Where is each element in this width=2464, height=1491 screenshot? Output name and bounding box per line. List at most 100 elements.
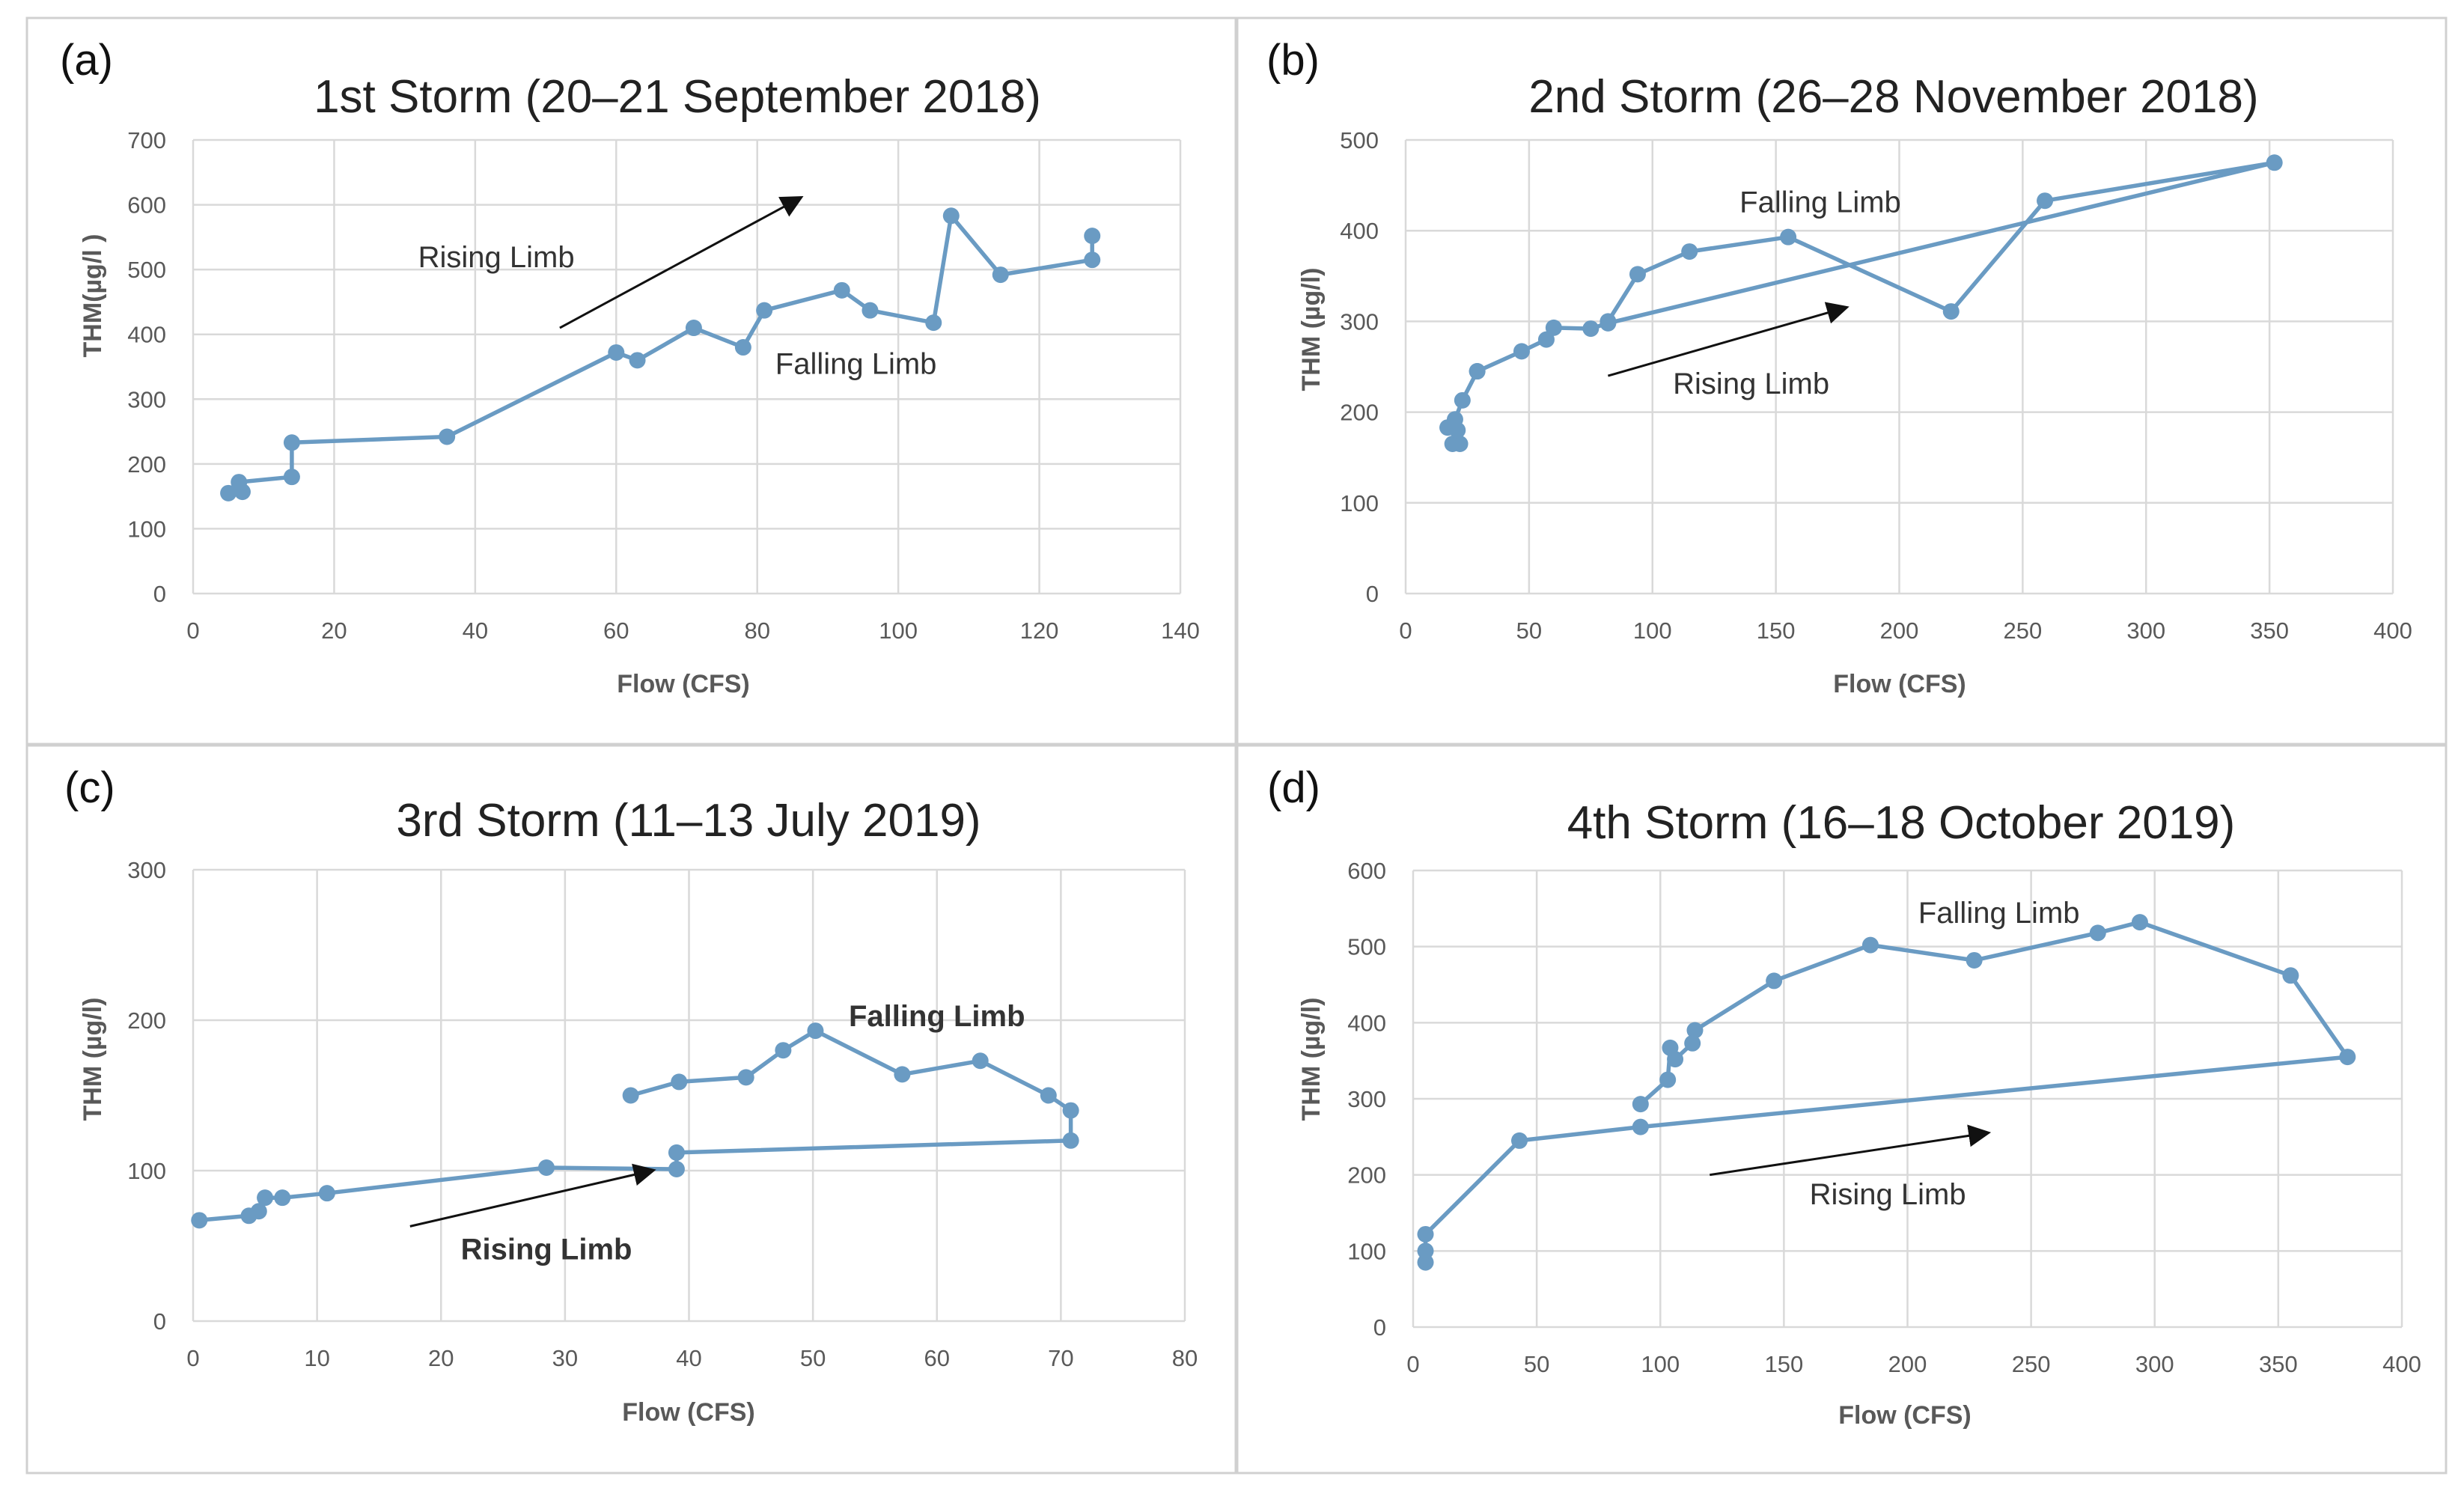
- panel-c-y-ticks: 0 100 200 300: [127, 857, 166, 1335]
- panel-b-y-tick: 200: [1340, 400, 1379, 426]
- panel-a-data-point: [1084, 251, 1101, 269]
- panel-d-data-point: [1861, 936, 1879, 954]
- panel-b-data-point: [1681, 243, 1698, 260]
- panel-c-data-point: [1062, 1132, 1079, 1149]
- panel-c-x-tick: 70: [1048, 1345, 1073, 1371]
- panel-d-data-point: [1511, 1132, 1528, 1149]
- panel-b-data-point: [1600, 313, 1617, 330]
- panel-d-x-tick: 200: [1888, 1351, 1927, 1377]
- panel-d-data-point: [1632, 1118, 1649, 1135]
- panel-c-x-axis-label: Flow (CFS): [622, 1398, 755, 1427]
- panel-a-y-tick: 500: [127, 257, 166, 283]
- panel-c-data-point: [257, 1189, 274, 1207]
- panel-a-data-point: [685, 320, 702, 337]
- panel-a-data-point: [231, 474, 248, 491]
- panel-d-y-axis-label: THM (µg/l): [1297, 998, 1326, 1121]
- panel-b-data-point: [1454, 391, 1471, 409]
- panel-c-x-tick: 80: [1172, 1345, 1198, 1371]
- panel-a-x-tick: 0: [186, 618, 199, 644]
- panel-c-grid: [192, 868, 1186, 1323]
- panel-a-data-point: [734, 339, 751, 356]
- panel-d-direction-arrow: [1710, 1124, 1992, 1177]
- panel-b-x-ticks: 0 50 100 150 200 250 300 350 400: [1399, 618, 2412, 644]
- panel-b-x-tick: 150: [1757, 618, 1796, 644]
- panel-c-x-ticks: 0 10 20 30 40 50 60 70 80: [186, 1345, 1198, 1371]
- panel-d-data-point: [1417, 1225, 1434, 1242]
- panel-d-data-point: [1659, 1071, 1677, 1088]
- panel-a-x-tick: 60: [603, 618, 629, 644]
- panel-a-series-line: [228, 213, 1094, 496]
- panel-b-x-tick: 200: [1880, 618, 1919, 644]
- panel-d-x-axis-label: Flow (CFS): [1838, 1401, 1971, 1430]
- panel-d-data-point: [1966, 951, 1983, 969]
- panel-a-arrow-group: [559, 196, 804, 329]
- panel-d-x-tick: 400: [2382, 1351, 2421, 1377]
- panel-a: (a) 1st Storm (20–21 September 2018) 0 2…: [25, 16, 1237, 746]
- panel-b-y-tick: 300: [1340, 308, 1379, 335]
- panel-a-y-tick: 600: [127, 192, 166, 219]
- panel-a-data-point: [992, 266, 1009, 284]
- panel-c-x-tick: 10: [304, 1345, 329, 1371]
- panel-d-annotation-falling-limb: Falling Limb: [1918, 897, 2080, 930]
- panel-d-x-tick: 250: [2012, 1351, 2051, 1377]
- panel-c-series-group: [191, 1022, 1079, 1229]
- panel-d-x-tick: 100: [1641, 1351, 1680, 1377]
- panel-d-data-point: [1417, 1242, 1434, 1260]
- panel-d-x-ticks: 0 50 100 150 200 250 300 350 400: [1406, 1351, 2421, 1377]
- panel-c-x-tick: 30: [552, 1345, 578, 1371]
- panel-d-arrow-group: [1710, 1124, 1992, 1177]
- panel-d-data-point: [2089, 924, 2106, 942]
- panel-c-x-tick: 50: [800, 1345, 826, 1371]
- panel-a-title: 1st Storm (20–21 September 2018): [314, 71, 1041, 123]
- panel-b-x-tick: 50: [1516, 618, 1542, 644]
- panel-d-data-point: [1417, 1254, 1434, 1271]
- panel-a-y-tick: 300: [127, 386, 166, 412]
- panel-d-x-tick: 150: [1765, 1351, 1804, 1377]
- panel-d-title: 4th Storm (16–18 October 2019): [1567, 797, 2236, 849]
- panel-d-data-point: [1632, 1096, 1649, 1113]
- panel-c-data-point: [318, 1185, 335, 1202]
- panel-b-x-axis-label: Flow (CFS): [1833, 670, 1966, 698]
- panel-c-data-point: [737, 1069, 754, 1086]
- panel-b-data-point: [1513, 343, 1530, 360]
- panel-a-y-tick: 700: [127, 127, 166, 153]
- panel-c-data-point: [668, 1144, 685, 1161]
- panel-b-data-point: [2037, 192, 2054, 210]
- panel-a-y-tick: 400: [127, 322, 166, 348]
- panel-d-y-tick: 0: [1373, 1314, 1386, 1341]
- panel-c-data-point: [775, 1042, 792, 1059]
- panel-a-data-point: [283, 434, 300, 451]
- panel-a-letter: (a): [60, 36, 113, 85]
- panel-d-x-tick: 50: [1524, 1351, 1549, 1377]
- panel-b-data-point: [1780, 228, 1797, 246]
- panel-c: (c) 3rd Storm (11–13 July 2019) 0 10 20 …: [25, 744, 1237, 1475]
- panel-a-data-point: [608, 344, 625, 361]
- panel-b-data-point: [1451, 436, 1469, 453]
- panel-c-y-tick: 0: [153, 1308, 166, 1335]
- panel-b-y-tick: 100: [1340, 490, 1379, 516]
- panel-b-x-tick: 100: [1633, 618, 1672, 644]
- panel-c-arrow-group: [409, 1163, 656, 1228]
- panel-b-x-tick: 0: [1399, 618, 1412, 644]
- panel-a-data-point: [439, 428, 456, 445]
- panel-a-y-axis-label: THM(µg/l ): [79, 234, 107, 358]
- panel-b-annotation-falling-limb: Falling Limb: [1739, 186, 1901, 219]
- panel-b-data-point: [1629, 266, 1646, 283]
- panel-c-annotation-falling-limb: Falling Limb: [849, 1000, 1025, 1033]
- panel-a-x-tick: 100: [879, 618, 918, 644]
- panel-c-title: 3rd Storm (11–13 July 2019): [396, 795, 981, 847]
- panel-a-data-point: [756, 302, 773, 319]
- panel-b-annotation-rising-limb: Rising Limb: [1673, 368, 1829, 400]
- panel-b-data-point: [1446, 411, 1463, 428]
- panel-b-data-point: [1942, 303, 1960, 320]
- panel-b-arrow-group: [1607, 302, 1849, 377]
- panel-d-letter: (d): [1267, 763, 1320, 812]
- panel-c-y-tick: 300: [127, 857, 166, 883]
- panel-b-data-point: [2266, 154, 2283, 171]
- panel-d-data-point: [1686, 1022, 1704, 1039]
- panel-a-x-tick: 80: [744, 618, 769, 644]
- panel-c-y-tick: 200: [127, 1007, 166, 1034]
- panel-a-x-tick: 20: [321, 618, 347, 644]
- panel-d: (d) 4th Storm (16–18 October 2019) 0 50 …: [1236, 744, 2448, 1475]
- panel-b-x-tick: 400: [2373, 618, 2412, 644]
